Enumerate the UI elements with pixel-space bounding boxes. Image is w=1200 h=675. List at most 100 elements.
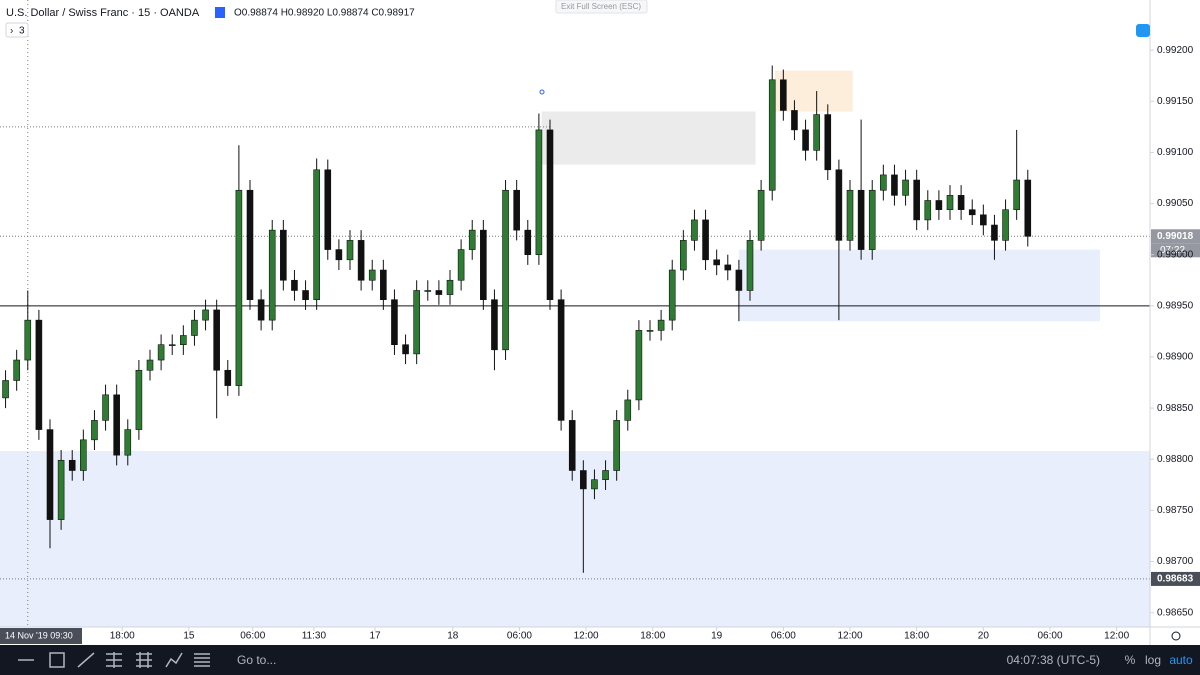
y-tick-label: 0.98950 — [1157, 300, 1194, 311]
price-label: 0.98683 — [1157, 574, 1194, 585]
tool-fib[interactable] — [106, 652, 122, 668]
candle-body — [768, 79, 776, 191]
candle-body — [713, 259, 720, 266]
tool-gann[interactable] — [136, 652, 152, 668]
candle-body — [280, 229, 287, 281]
candle-body — [480, 229, 487, 300]
candle-body — [446, 279, 454, 295]
candle-body — [235, 189, 243, 386]
candle-body — [524, 229, 532, 255]
candle-body — [435, 290, 443, 295]
x-tick-label: 06:00 — [1037, 631, 1062, 642]
candle-body — [157, 344, 165, 361]
candle-body — [813, 114, 820, 151]
candle-body — [324, 169, 332, 250]
candle-body — [968, 209, 976, 216]
candle-body — [835, 169, 843, 241]
tool-pattern[interactable] — [165, 652, 183, 668]
candle-body — [357, 240, 365, 281]
percent-toggle[interactable]: % — [1125, 653, 1136, 667]
candle-body — [291, 279, 298, 291]
candle-body — [1024, 179, 1032, 237]
candle-body — [191, 319, 198, 336]
candle-body — [402, 344, 409, 355]
candle-body — [457, 249, 465, 281]
y-tick-label: 0.98750 — [1157, 505, 1194, 516]
candle-body — [680, 240, 687, 271]
tool-text[interactable] — [194, 653, 210, 667]
candle-body — [302, 290, 309, 300]
crosshair-label-bg — [0, 628, 82, 644]
auto-toggle[interactable]: auto — [1169, 653, 1193, 667]
candle-body — [313, 169, 320, 300]
x-tick-label: 11:30 — [302, 631, 327, 642]
y-tick-label: 0.98850 — [1157, 403, 1194, 414]
candle-body — [746, 240, 754, 291]
candle-body — [513, 189, 520, 231]
candle-body — [135, 369, 143, 430]
candle-body — [257, 299, 265, 321]
x-tick-label: 18:00 — [110, 631, 135, 642]
log-toggle[interactable]: log — [1145, 653, 1161, 667]
settings-chip[interactable] — [1136, 24, 1150, 37]
candle-body — [268, 229, 276, 321]
x-tick-label: 15 — [183, 631, 195, 642]
clock: 04:07:38 (UTC-5) — [1007, 653, 1100, 667]
drawing-tools — [18, 652, 210, 668]
candle-body — [468, 229, 476, 250]
x-tick-label: 20 — [978, 631, 990, 642]
flag-icon[interactable] — [215, 7, 225, 18]
candle-body — [491, 299, 498, 351]
candle-body — [946, 195, 954, 210]
candle-body — [635, 330, 643, 401]
x-tick-label: 06:00 — [507, 631, 532, 642]
ohlc-values: O0.98874 H0.98920 L0.98874 C0.98917 — [234, 8, 415, 19]
candle-body — [891, 174, 898, 196]
y-tick-label: 0.99200 — [1157, 45, 1194, 56]
symbol-title: U.S. Dollar / Swiss Franc · 15 · OANDA — [6, 7, 200, 19]
countdown: 07:22 — [1160, 245, 1185, 256]
tool-trend[interactable] — [77, 652, 95, 668]
settings-gear[interactable] — [1171, 631, 1181, 641]
candle-body — [168, 344, 176, 346]
candle-body — [1013, 179, 1020, 210]
candle-body — [346, 240, 354, 261]
candle-body — [502, 189, 509, 351]
price-label-bg — [1151, 229, 1200, 244]
candle-body — [857, 189, 865, 250]
indicator-count: 3 — [19, 26, 25, 37]
goto-button[interactable]: Go to... — [237, 653, 276, 667]
candle-body — [146, 359, 154, 371]
candle-body — [846, 189, 854, 241]
zone — [0, 451, 1150, 627]
tool-rect[interactable] — [49, 652, 65, 668]
candle-body — [413, 290, 420, 355]
candle-body — [1002, 209, 1009, 241]
indicator-toggle[interactable] — [5, 22, 29, 38]
y-tick-label: 0.99000 — [1157, 249, 1194, 260]
candle-body — [802, 129, 809, 151]
candle-body — [957, 195, 965, 210]
x-tick-label: 12:00 — [837, 631, 862, 642]
candle-body — [791, 110, 798, 131]
candle-body — [202, 309, 209, 321]
x-tick-label: 06:00 — [240, 631, 265, 642]
price-label: 0.99018 — [1157, 231, 1194, 242]
candle-body — [980, 214, 987, 226]
countdown-bg — [1151, 243, 1200, 258]
candle-body — [880, 174, 887, 191]
y-tick-label: 0.99100 — [1157, 147, 1194, 158]
y-tick-label: 0.98650 — [1157, 607, 1194, 618]
fullscreen-button[interactable] — [555, 0, 648, 14]
candle-body — [180, 335, 187, 345]
candle-body — [224, 369, 232, 386]
candle-body — [124, 429, 132, 456]
candle-body — [213, 309, 220, 371]
candle-body — [80, 439, 87, 471]
candle-body — [24, 319, 32, 361]
candle-body — [2, 380, 9, 399]
candle-body — [13, 359, 20, 381]
candle-body — [913, 179, 920, 221]
candle-body — [824, 114, 832, 171]
y-tick-label: 0.98900 — [1157, 352, 1194, 363]
